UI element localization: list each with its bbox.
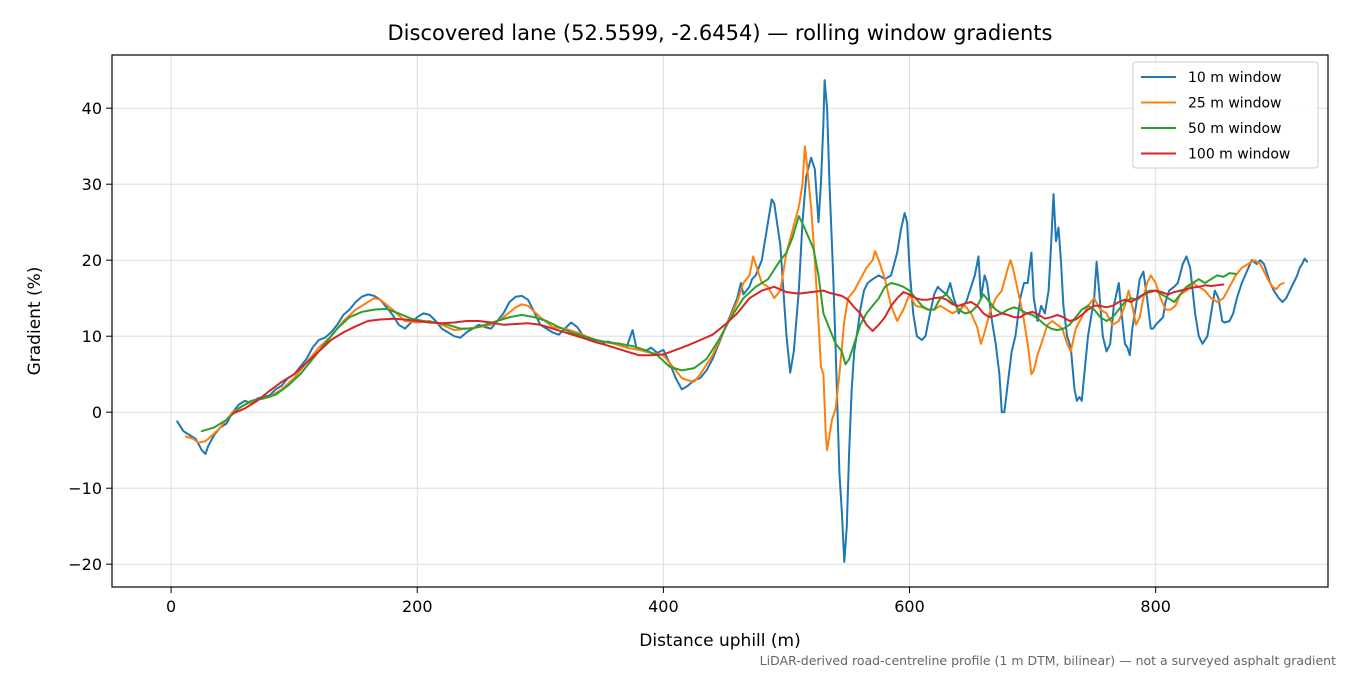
legend-label: 50 m window (1188, 121, 1281, 137)
y-tick-label: 30 (82, 175, 102, 194)
y-tick-label: −20 (68, 555, 102, 574)
plot-series (176, 79, 1309, 563)
x-tick-label: 800 (1140, 597, 1171, 616)
chart-title: Discovered lane (52.5599, -2.6454) — rol… (388, 21, 1053, 45)
x-tick-label: 200 (402, 597, 433, 616)
y-tick-label: 20 (82, 251, 102, 270)
x-tick-label: 600 (894, 597, 925, 616)
legend-label: 25 m window (1188, 96, 1281, 112)
x-tick-label: 400 (648, 597, 679, 616)
series-line-2 (184, 145, 1285, 452)
x-tick-label: 0 (166, 597, 176, 616)
y-tick-label: 40 (82, 99, 102, 118)
series-line-3 (200, 215, 1237, 433)
x-axis-label: Distance uphill (m) (639, 631, 800, 651)
axis-ticks: 0 200 400 600 800 −20 −10 0 10 20 30 40 (68, 99, 1171, 616)
y-tick-label: 0 (92, 403, 102, 422)
legend: 10 m window 25 m window 50 m window 100 m w… (1132, 61, 1319, 169)
series-line-1 (176, 79, 1309, 563)
plot-frame (111, 54, 1329, 588)
legend-label: 100 m window (1188, 147, 1290, 163)
footnote: LiDAR-derived road-centreline profile (1… (760, 653, 1336, 668)
legend-box (1132, 61, 1319, 169)
legend-label: 10 m window (1188, 70, 1281, 86)
y-tick-label: 10 (82, 327, 102, 346)
series-line-4 (231, 283, 1225, 415)
y-axis-label: Gradient (%) (25, 267, 45, 376)
y-tick-label: −10 (68, 479, 102, 498)
